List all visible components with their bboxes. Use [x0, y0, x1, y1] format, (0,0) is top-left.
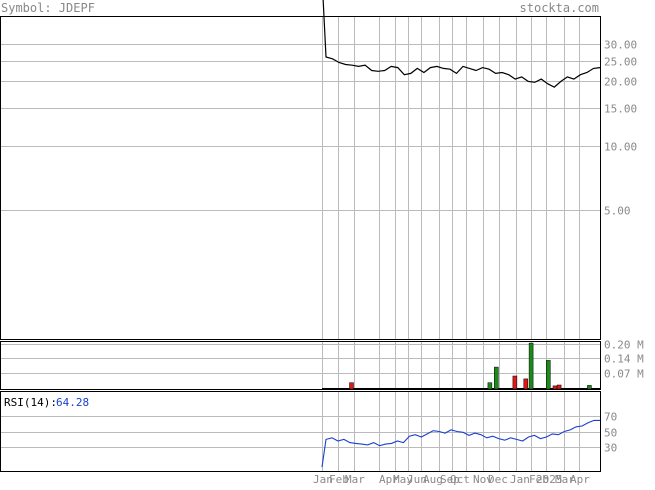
- x-tick-label: Apr: [570, 473, 590, 486]
- price-tick-label: 25.00: [604, 56, 637, 69]
- volume-bar: [349, 382, 354, 390]
- price-tick-label: 10.00: [604, 141, 637, 154]
- x-tick-label: Apr: [379, 473, 399, 486]
- volume-layer: [322, 342, 600, 390]
- volume-bar: [494, 366, 499, 390]
- rsi-value: 64.28: [56, 396, 89, 409]
- x-tick-label: May: [393, 473, 413, 486]
- x-tick-label: Aug: [423, 473, 443, 486]
- price-tick-label: 5.00: [604, 205, 631, 218]
- volume-panel: [0, 341, 601, 390]
- x-tick-label: Jan: [313, 473, 333, 486]
- rsi-tick-label: 70: [604, 411, 617, 424]
- axis-layer: 30.00 25.00 20.00 15.00 10.00 5.00 0.20 M0.14 …: [313, 39, 644, 487]
- x-tick-label: Mar: [345, 473, 365, 486]
- x-tick-label: Nov: [473, 473, 493, 486]
- rsi-series-line: [321, 419, 600, 468]
- rsi-panel: [0, 391, 601, 472]
- rsi-tick-label: 30: [604, 442, 617, 455]
- volume-bar: [552, 385, 558, 390]
- price-tick-label: 15.00: [604, 103, 637, 116]
- x-tick-label: Jan: [510, 473, 530, 486]
- grid-layer: [1, 17, 600, 471]
- x-tick-label: 2025: [536, 473, 563, 486]
- volume-bar: [587, 385, 592, 390]
- x-tick-label: Feb: [329, 473, 349, 486]
- x-tick-label: Dec: [488, 473, 508, 486]
- rsi-label: RSI(14):: [4, 396, 57, 409]
- price-tick-label: 30.00: [604, 39, 637, 52]
- site-label: stockta.com: [520, 1, 599, 15]
- price-layer: [322, 0, 601, 88]
- x-tick-label: Feb: [529, 473, 549, 486]
- volume-bar: [546, 360, 551, 390]
- volume-bar: [523, 378, 529, 390]
- x-tick-label: Mar: [555, 473, 575, 486]
- rsi-layer: [321, 419, 600, 468]
- rsi-tick-label: 50: [604, 427, 617, 440]
- volume-tick-label: 0.20 M: [604, 339, 644, 352]
- price-series-line: [322, 0, 601, 88]
- volume-tick-label: 0.14 M: [604, 353, 644, 366]
- x-tick-label: Sep: [440, 473, 460, 486]
- volume-bar: [528, 342, 534, 390]
- volume-bar: [487, 382, 493, 390]
- volume-bar: [556, 384, 562, 390]
- volume-bar: [512, 375, 518, 390]
- volume-tick-label: 0.07 M: [604, 368, 644, 381]
- symbol-label: Symbol: JDEPF: [1, 1, 95, 15]
- x-tick-label: Jun: [407, 473, 427, 486]
- price-panel: [0, 16, 601, 340]
- x-tick-label: Oct: [450, 473, 470, 486]
- price-tick-label: 20.00: [604, 76, 637, 89]
